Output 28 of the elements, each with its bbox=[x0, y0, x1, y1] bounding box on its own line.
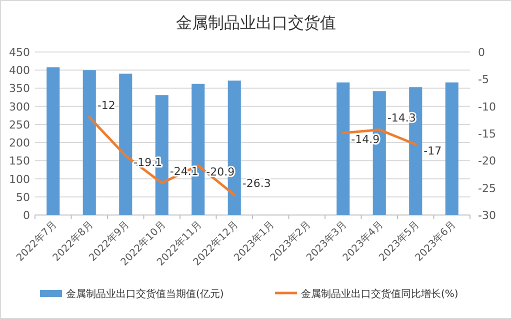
y-tick-label: 250 bbox=[9, 118, 30, 132]
y2-tick-label: -15 bbox=[478, 128, 496, 140]
y-tick-label: 400 bbox=[9, 64, 30, 78]
legend-label: 金属制品业出口交货值当期值(亿元) bbox=[66, 288, 224, 300]
bar bbox=[336, 82, 350, 215]
bar bbox=[445, 82, 458, 215]
legend-label: 金属制品业出口交货值同比增长(%) bbox=[301, 288, 458, 300]
y-tick-label: 0 bbox=[23, 209, 30, 222]
y2-tick-label: -5 bbox=[478, 73, 489, 86]
y-tick-label: 200 bbox=[9, 136, 30, 150]
data-label: -17 bbox=[424, 144, 442, 158]
y-tick-label: 50 bbox=[16, 190, 30, 204]
chart-title: 金属制品业出口交货值 bbox=[176, 13, 336, 32]
y-tick-label: 450 bbox=[9, 46, 30, 59]
y-tick-label: 300 bbox=[9, 100, 30, 114]
y2-tick-label: -20 bbox=[478, 154, 496, 168]
bar bbox=[82, 70, 96, 215]
data-label: -12 bbox=[97, 99, 116, 112]
y-tick-label: 350 bbox=[9, 82, 30, 96]
y2-tick-label: -25 bbox=[478, 182, 496, 195]
y2-tick-label: -30 bbox=[478, 209, 496, 222]
y2-tick-label: -10 bbox=[478, 100, 496, 114]
y-tick-label: 100 bbox=[9, 172, 30, 186]
y2-tick-label: 0 bbox=[478, 46, 485, 59]
bar bbox=[119, 74, 132, 215]
data-label: -26.3 bbox=[242, 176, 271, 190]
y-tick-label: 150 bbox=[9, 154, 30, 168]
bar bbox=[46, 67, 60, 215]
